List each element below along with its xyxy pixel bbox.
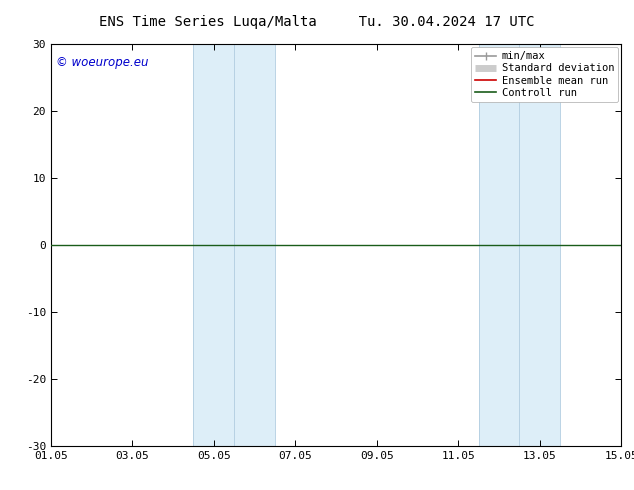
Text: © woeurope.eu: © woeurope.eu xyxy=(56,56,149,69)
Bar xyxy=(479,44,560,446)
Text: ENS Time Series Luqa/Malta     Tu. 30.04.2024 17 UTC: ENS Time Series Luqa/Malta Tu. 30.04.202… xyxy=(100,15,534,29)
Bar xyxy=(193,44,275,446)
Legend: min/max, Standard deviation, Ensemble mean run, Controll run: min/max, Standard deviation, Ensemble me… xyxy=(471,47,618,102)
